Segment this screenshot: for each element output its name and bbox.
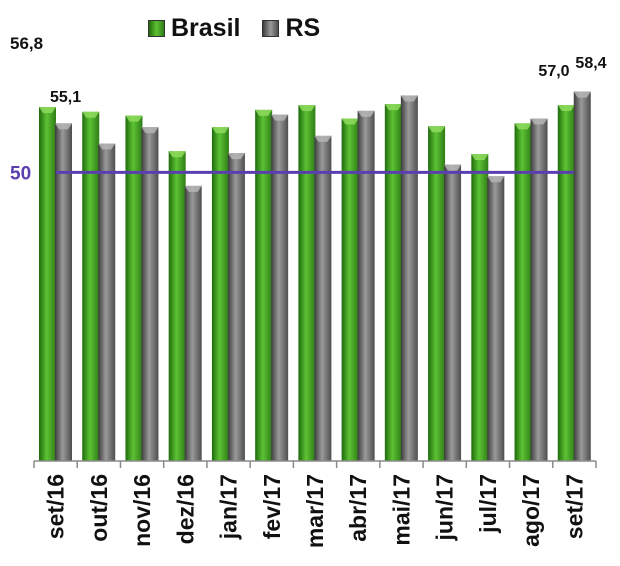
bar-top-bevel: [271, 114, 289, 121]
x-tick-label: jul/17: [475, 474, 501, 534]
bar-top-bevel: [227, 153, 245, 160]
bar-rs-set-17: [573, 91, 591, 461]
bar-brasil-ago-17: [514, 123, 532, 461]
bar-rs-out-16: [98, 143, 116, 462]
bar-brasil-set-17: [557, 105, 575, 461]
bar-top-bevel: [530, 118, 548, 125]
x-tick-label: mai/17: [388, 474, 414, 546]
bar-brasil-jun-17: [428, 126, 446, 461]
bar-rs-nov-16: [141, 127, 159, 461]
x-tick-label: nov/16: [129, 474, 155, 547]
bar-top-bevel: [98, 143, 116, 150]
bar-brasil-mai-17: [384, 104, 402, 462]
bar-top-bevel: [168, 151, 186, 158]
bar-brasil-jan-17: [211, 127, 229, 461]
bar-rs-fev-17: [271, 114, 289, 462]
bar-brasil-out-16: [82, 111, 100, 461]
bar-brasil-dez-16: [168, 151, 186, 461]
legend-item-rs: RS: [262, 14, 320, 43]
data-label: 58,4: [575, 55, 606, 72]
legend-swatch-brasil: [148, 20, 165, 37]
bar-rs-set-16: [55, 123, 72, 461]
bar-brasil-abr-17: [341, 118, 359, 461]
bar-top-bevel: [55, 123, 72, 130]
x-tick-label: mar/17: [302, 474, 328, 548]
bar-top-bevel: [384, 104, 402, 111]
x-tick-label: ago/17: [518, 474, 544, 547]
bar-top-bevel: [314, 135, 332, 142]
bar-top-bevel: [444, 164, 462, 171]
bar-top-bevel: [125, 115, 143, 122]
x-tick-label: jan/17: [216, 474, 242, 540]
bar-top-bevel: [357, 110, 375, 117]
bar-rs-ago-17: [530, 118, 548, 461]
legend-label-brasil: Brasil: [171, 14, 241, 42]
bar-brasil-mar-17: [298, 105, 316, 461]
bar-top-bevel: [255, 109, 273, 116]
bar-top-bevel: [557, 105, 575, 112]
data-label: 55,1: [50, 89, 81, 106]
bar-rs-jul-17: [487, 176, 505, 462]
bar-brasil-fev-17: [255, 109, 273, 462]
bar-rs-jan-17: [227, 153, 245, 461]
bar-top-bevel: [573, 91, 591, 98]
bar-brasil-set-16: [39, 106, 56, 461]
reference-line-label: 50: [10, 163, 31, 184]
bar-rs-jun-17: [444, 164, 462, 462]
bar-top-bevel: [298, 105, 316, 112]
bar-rs-mai-17: [400, 95, 418, 461]
data-label: 57,0: [538, 63, 569, 80]
legend-item-brasil: Brasil: [148, 14, 240, 43]
legend: Brasil RS: [148, 14, 342, 43]
corner-value-label: 56,8: [10, 34, 44, 53]
bar-brasil-jul-17: [471, 154, 489, 461]
bar-top-bevel: [341, 118, 359, 125]
bar-top-bevel: [211, 127, 229, 134]
bar-top-bevel: [471, 154, 489, 161]
x-tick-label: fev/17: [259, 474, 285, 539]
bar-rs-abr-17: [357, 110, 375, 461]
bar-top-bevel: [184, 185, 202, 192]
bar-top-bevel: [400, 95, 418, 102]
bar-rs-mar-17: [314, 135, 332, 461]
bar-top-bevel: [487, 176, 505, 183]
x-tick-label: jun/17: [432, 474, 458, 541]
x-tick-label: set/16: [43, 474, 69, 539]
x-tick-label: set/17: [561, 474, 587, 539]
bar-top-bevel: [82, 111, 100, 118]
legend-swatch-rs: [262, 20, 280, 37]
bar-rs-dez-16: [184, 185, 202, 462]
bar-brasil-nov-16: [125, 115, 143, 461]
bar-top-bevel: [39, 106, 56, 113]
x-tick-label: out/16: [86, 474, 112, 542]
x-tick-label: dez/16: [172, 474, 198, 544]
bar-top-bevel: [428, 126, 446, 133]
x-tick-label: abr/17: [345, 474, 371, 542]
bar-top-bevel: [141, 127, 159, 134]
bar-top-bevel: [514, 123, 532, 130]
legend-label-rs: RS: [285, 14, 321, 42]
